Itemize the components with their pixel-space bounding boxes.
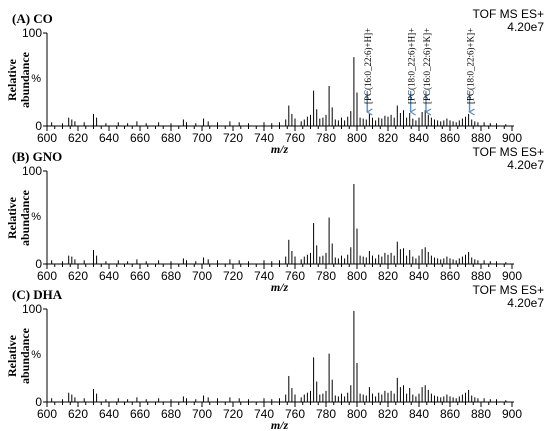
x-tick-label: 620 bbox=[68, 407, 88, 421]
x-tick-label: 840 bbox=[409, 407, 429, 421]
x-tick-label: 720 bbox=[223, 407, 243, 421]
x-tick-label: 800 bbox=[347, 269, 367, 283]
intensity-scale: 4.20e7 bbox=[507, 158, 544, 172]
annotation-label: [PC(16:0_22:6)+K]+ bbox=[422, 28, 432, 104]
x-tick-label: 640 bbox=[99, 269, 119, 283]
x-tick-label: 860 bbox=[440, 131, 460, 145]
y-tick-label: 0 bbox=[35, 395, 42, 409]
y-tick-label: 100 bbox=[22, 164, 42, 178]
spectrum-panel-3: (C) DHA TOF MS ES+4.20e7 Relative abundance… bbox=[5, 283, 544, 431]
y-tick-label: 0 bbox=[35, 119, 42, 133]
y-axis-label-line2: abundance bbox=[18, 189, 32, 246]
x-tick-label: 860 bbox=[440, 269, 460, 283]
peak-annotation: [PC(18:0_22:6)+H]+ bbox=[407, 28, 417, 112]
x-tick-label: 900 bbox=[502, 407, 522, 421]
y-axis-label-line1: Relative bbox=[5, 196, 19, 239]
y-axis-label: Relative abundance bbox=[5, 189, 32, 246]
y-axis-label-line2: abundance bbox=[18, 51, 32, 108]
x-tick-label: 660 bbox=[130, 269, 150, 283]
x-tick-label: 740 bbox=[254, 269, 274, 283]
x-tick-label: 600 bbox=[37, 407, 57, 421]
y-unit: % bbox=[31, 349, 41, 361]
x-tick-label: 780 bbox=[316, 131, 336, 145]
instrument-mode: TOF MS ES+ bbox=[473, 283, 544, 297]
y-tick-label: 100 bbox=[22, 302, 42, 316]
intensity-scale: 4.20e7 bbox=[507, 296, 544, 310]
y-axis-label-line2: abundance bbox=[18, 327, 32, 384]
peak-annotation: [PC(18:0_22:6)+K]+ bbox=[466, 28, 476, 112]
x-tick-label: 900 bbox=[502, 269, 522, 283]
x-tick-label: 680 bbox=[161, 407, 181, 421]
x-tick-label: 800 bbox=[347, 131, 367, 145]
x-tick-label: 700 bbox=[192, 407, 212, 421]
panel-title: (B) GNO bbox=[12, 149, 62, 164]
x-tick-label: 740 bbox=[254, 407, 274, 421]
x-tick-label: 680 bbox=[161, 131, 181, 145]
y-unit: % bbox=[31, 73, 41, 85]
x-axis-label: m/z bbox=[271, 142, 289, 156]
x-tick-label: 820 bbox=[378, 407, 398, 421]
x-tick-label: 640 bbox=[99, 131, 119, 145]
x-tick-label: 880 bbox=[471, 269, 491, 283]
x-tick-label: 860 bbox=[440, 407, 460, 421]
instrument-mode: TOF MS ES+ bbox=[473, 7, 544, 21]
x-tick-label: 600 bbox=[37, 131, 57, 145]
panel-title: (A) CO bbox=[12, 11, 53, 26]
x-tick-label: 760 bbox=[285, 407, 305, 421]
x-tick-label: 780 bbox=[316, 407, 336, 421]
y-axis-label-line1: Relative bbox=[5, 334, 19, 377]
intensity-scale: 4.20e7 bbox=[507, 20, 544, 34]
x-axis-label: m/z bbox=[271, 280, 289, 294]
annotation-label: [PC(16:0_22:6)+H]+ bbox=[363, 28, 373, 104]
x-tick-label: 840 bbox=[409, 131, 429, 145]
x-tick-label: 660 bbox=[130, 131, 150, 145]
y-unit: % bbox=[31, 211, 41, 223]
x-tick-label: 820 bbox=[378, 269, 398, 283]
x-tick-label: 620 bbox=[68, 131, 88, 145]
x-tick-label: 760 bbox=[285, 131, 305, 145]
x-tick-label: 720 bbox=[223, 269, 243, 283]
peak-annotation: [PC(16:0_22:6)+K]+ bbox=[422, 28, 432, 112]
x-axis-label: m/z bbox=[271, 418, 289, 431]
x-tick-label: 640 bbox=[99, 407, 119, 421]
x-tick-label: 900 bbox=[502, 131, 522, 145]
x-tick-label: 600 bbox=[37, 269, 57, 283]
annotation-label: [PC(18:0_22:6)+K]+ bbox=[466, 28, 476, 104]
x-tick-label: 700 bbox=[192, 269, 212, 283]
peak-annotation: [PC(16:0_22:6)+H]+ bbox=[363, 28, 373, 112]
x-tick-label: 740 bbox=[254, 131, 274, 145]
x-tick-label: 880 bbox=[471, 131, 491, 145]
y-axis-label: Relative abundance bbox=[5, 327, 32, 384]
x-tick-label: 660 bbox=[130, 407, 150, 421]
x-tick-label: 680 bbox=[161, 269, 181, 283]
y-axis-label: Relative abundance bbox=[5, 51, 32, 108]
panel-title: (C) DHA bbox=[12, 287, 63, 302]
x-tick-label: 720 bbox=[223, 131, 243, 145]
y-axis-label-line1: Relative bbox=[5, 58, 19, 101]
x-tick-label: 880 bbox=[471, 407, 491, 421]
x-tick-label: 820 bbox=[378, 131, 398, 145]
y-tick-label: 0 bbox=[35, 257, 42, 271]
instrument-mode: TOF MS ES+ bbox=[473, 145, 544, 159]
x-tick-label: 760 bbox=[285, 269, 305, 283]
x-tick-label: 780 bbox=[316, 269, 336, 283]
x-tick-label: 620 bbox=[68, 269, 88, 283]
x-tick-label: 700 bbox=[192, 131, 212, 145]
annotation-label: [PC(18:0_22:6)+H]+ bbox=[407, 28, 417, 104]
x-tick-label: 800 bbox=[347, 407, 367, 421]
x-tick-label: 840 bbox=[409, 269, 429, 283]
y-tick-label: 100 bbox=[22, 26, 42, 40]
